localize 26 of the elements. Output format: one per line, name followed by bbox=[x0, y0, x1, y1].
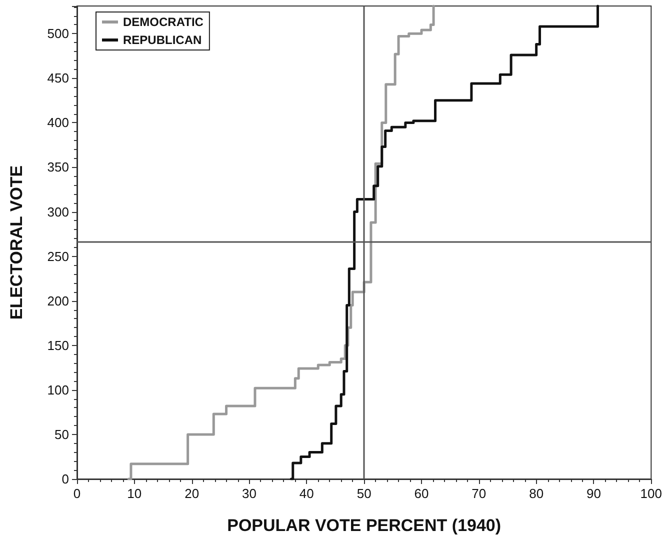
x-tick-label: 80 bbox=[529, 486, 544, 501]
x-tick-label: 100 bbox=[640, 486, 662, 501]
x-tick-label: 30 bbox=[242, 486, 256, 501]
y-tick-label: 100 bbox=[47, 382, 69, 398]
y-tick-label: 150 bbox=[47, 338, 69, 353]
y-tick-label: 350 bbox=[47, 160, 69, 175]
legend-label: REPUBLICAN bbox=[123, 33, 202, 47]
x-tick-label: 70 bbox=[472, 486, 486, 501]
x-tick-label: 10 bbox=[127, 486, 142, 501]
y-tick-label: 400 bbox=[47, 115, 69, 130]
x-axis-title: POPULAR VOTE PERCENT (1940) bbox=[227, 516, 502, 535]
y-tick-label: 200 bbox=[47, 293, 69, 308]
y-axis-title: ELECTORAL VOTE bbox=[7, 165, 26, 320]
x-tick-label: 50 bbox=[356, 486, 372, 501]
x-tick-label: 0 bbox=[73, 486, 81, 501]
y-tick-label: 0 bbox=[62, 472, 69, 486]
y-tick-label: 450 bbox=[47, 70, 69, 86]
y-tick-label: 500 bbox=[47, 26, 69, 42]
y-tick-label: 250 bbox=[47, 248, 69, 264]
x-tick-label: 60 bbox=[414, 486, 429, 501]
legend-label: DEMOCRATIC bbox=[123, 15, 204, 29]
y-tick-label: 50 bbox=[54, 426, 69, 442]
x-tick-label: 40 bbox=[299, 486, 314, 501]
x-tick-label: 20 bbox=[184, 486, 200, 501]
y-tick-label: 300 bbox=[47, 204, 69, 220]
x-tick-label: 90 bbox=[586, 486, 601, 501]
